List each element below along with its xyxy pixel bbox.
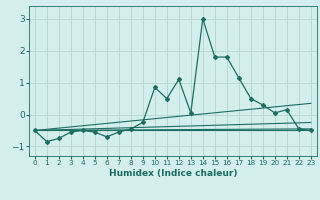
X-axis label: Humidex (Indice chaleur): Humidex (Indice chaleur) [108, 169, 237, 178]
